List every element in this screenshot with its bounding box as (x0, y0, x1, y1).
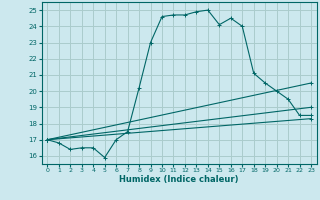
X-axis label: Humidex (Indice chaleur): Humidex (Indice chaleur) (119, 175, 239, 184)
